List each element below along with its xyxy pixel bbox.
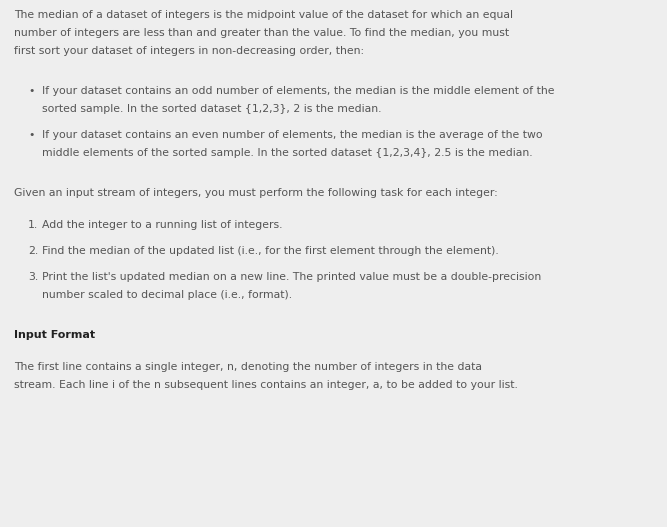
Text: number scaled to decimal place (i.e., format).: number scaled to decimal place (i.e., fo…: [42, 290, 292, 300]
Text: •: •: [28, 130, 35, 140]
Text: 3.: 3.: [28, 272, 38, 282]
Text: stream. Each line i of the n subsequent lines contains an integer, a, to be adde: stream. Each line i of the n subsequent …: [14, 380, 518, 390]
Text: first sort your dataset of integers in non-decreasing order, then:: first sort your dataset of integers in n…: [14, 46, 364, 56]
Text: Find the median of the updated list (i.e., for the first element through the ele: Find the median of the updated list (i.e…: [42, 246, 499, 256]
Text: number of integers are less than and greater than the value. To find the median,: number of integers are less than and gre…: [14, 28, 509, 38]
Text: Print the list's updated median on a new line. The printed value must be a doubl: Print the list's updated median on a new…: [42, 272, 541, 282]
Text: Given an input stream of integers, you must perform the following task for each : Given an input stream of integers, you m…: [14, 188, 498, 198]
Text: •: •: [28, 86, 35, 96]
Text: If your dataset contains an odd number of elements, the median is the middle ele: If your dataset contains an odd number o…: [42, 86, 554, 96]
Text: If your dataset contains an even number of elements, the median is the average o: If your dataset contains an even number …: [42, 130, 543, 140]
Text: Input Format: Input Format: [14, 330, 95, 340]
Text: sorted sample. In the sorted dataset {1,2,3}, 2 is the median.: sorted sample. In the sorted dataset {1,…: [42, 104, 382, 114]
Text: The first line contains a single integer, n, denoting the number of integers in : The first line contains a single integer…: [14, 362, 482, 372]
Text: 2.: 2.: [28, 246, 38, 256]
Text: 1.: 1.: [28, 220, 38, 230]
Text: Add the integer to a running list of integers.: Add the integer to a running list of int…: [42, 220, 283, 230]
Text: middle elements of the sorted sample. In the sorted dataset {1,2,3,4}, 2.5 is th: middle elements of the sorted sample. In…: [42, 148, 533, 158]
Text: The median of a dataset of integers is the midpoint value of the dataset for whi: The median of a dataset of integers is t…: [14, 10, 513, 20]
